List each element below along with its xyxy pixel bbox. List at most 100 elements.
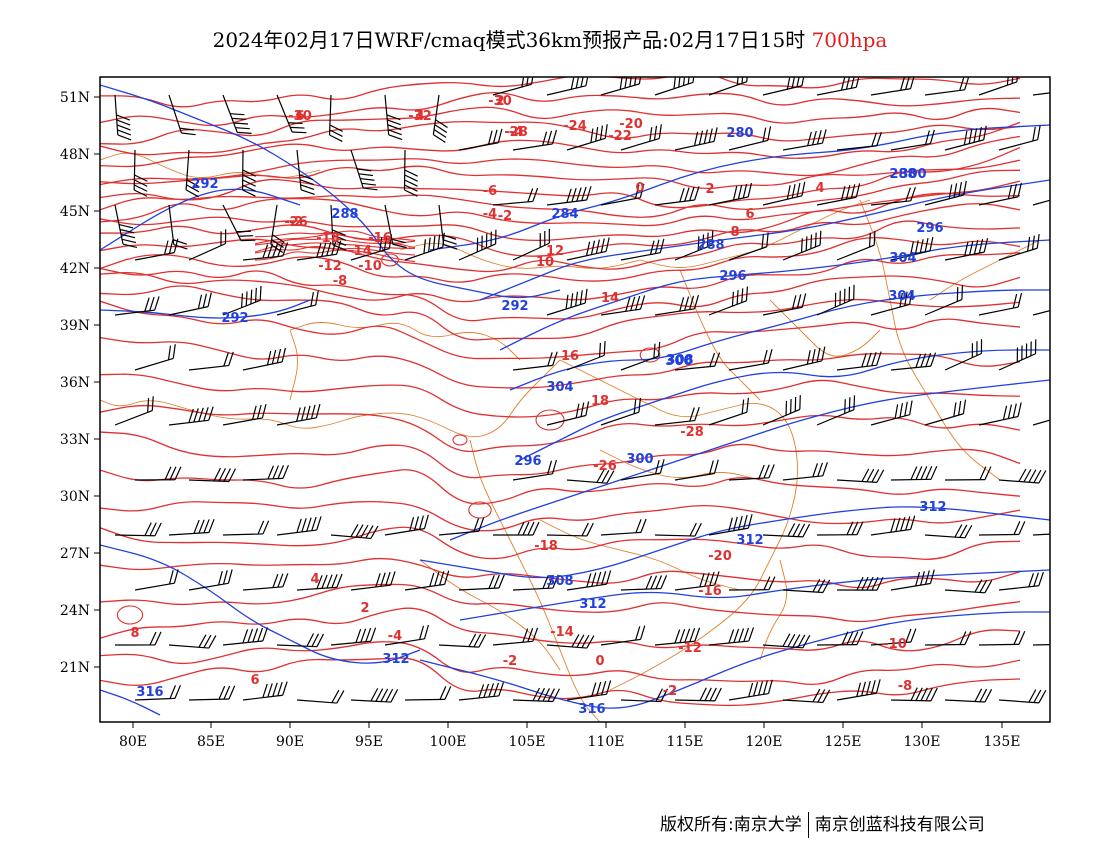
lon-tick-label: 120E [746,734,783,750]
temperature-label: -26 [284,215,308,230]
height-label: 280 [726,126,753,141]
temperature-label: -4 [483,207,497,222]
temperature-label: -18 [534,539,558,554]
height-label: 312 [382,652,409,667]
axis-labels: 80E 85E 90E 95E 100E 105E 110E 115E 120E 125E 130E… [60,90,1021,750]
height-label: 312 [919,500,946,515]
temperature-label: 4 [815,181,824,196]
wind-barbs [114,77,1050,704]
lon-tick-label: 85E [197,734,225,750]
height-label: 288 [697,238,724,253]
temperature-label: -20 [619,117,643,132]
temperature-contour-labels: -30 -32-30-26-28 -24-22-20-18 -16-14-12 -10-… [130,94,912,699]
temperature-label: -2 [498,209,512,224]
temperature-label: 10 [536,255,554,270]
temperature-label: 2 [705,182,714,197]
temperature-label: -8 [898,679,912,694]
temperature-label: -28 [504,125,528,140]
lat-tick-label: 27N [60,546,90,562]
temperature-label: -26 [593,459,617,474]
temperature-label: -10 [883,637,907,652]
temperature-label: -30 [288,109,312,124]
temperature-label: 2 [495,94,504,109]
temperature-label: 4 [310,572,319,587]
temperature-label: -24 [563,119,587,134]
height-label: 300 [899,167,926,182]
height-label: 296 [719,269,746,284]
height-label: 296 [514,454,541,469]
height-label: 316 [578,702,605,717]
lon-tick-label: 105E [509,734,546,750]
temperature-label: -2 [503,654,517,669]
height-label: 292 [191,177,218,192]
temperature-label: -8 [333,274,347,289]
height-label: 300 [626,452,653,467]
height-label: 288 [889,167,916,182]
lon-tick-label: 100E [430,734,467,750]
temperature-label: -12 [678,641,702,656]
temperature-label: -10 [358,259,382,274]
temperature-label: 0 [595,654,604,669]
temperature-label: -28 [680,425,704,440]
temperature-label: -20 [708,549,732,564]
height-label: 304 [888,289,915,304]
temperature-label: 4 [415,109,424,124]
chart-title: 2024年02月17日WRF/cmaq模式36km预报产品:02月17日15时 … [0,24,1100,53]
lat-tick-label: 51N [60,90,90,106]
temperature-label: -4 [509,125,523,140]
lat-tick-label: 21N [60,660,90,676]
temperature-label: -18 [316,231,340,246]
temperature-label: 2 [360,601,369,616]
lon-tick-label: 135E [984,734,1021,750]
geopotential-contours [100,84,1050,716]
height-label: 292 [501,299,528,314]
height-label: 304 [546,380,573,395]
height-label: 312 [579,597,606,612]
height-label: 308 [666,353,693,368]
lat-tick-label: 24N [60,603,90,619]
temperature-label: -22 [608,129,632,144]
lon-tick-label: 115E [667,734,704,750]
temperature-label: 16 [561,349,579,364]
copyright-left: 版权所有:南京大学 [660,815,802,835]
height-label: 296 [916,221,943,236]
lon-tick-label: 95E [355,734,383,750]
temperature-label: 18 [591,394,609,409]
temperature-label: -2 [289,215,303,230]
lon-tick-label: 80E [119,734,147,750]
temperature-label: -14 [550,625,574,640]
temperature-label: 0 [635,181,644,196]
lon-tick-label: 110E [588,734,625,750]
temperature-label: 6 [745,207,754,222]
lat-tick-label: 48N [60,147,90,163]
temperature-label: -6 [483,184,497,199]
height-label: 308 [546,574,573,589]
temperature-label: -16 [698,584,722,599]
lat-tick-label: 42N [60,261,90,277]
temperature-label: 6 [295,109,304,124]
lat-tick-label: 45N [60,204,90,220]
temperature-label: -14 [348,244,372,259]
footer-separator [807,812,809,838]
height-label: 304 [889,251,916,266]
lat-tick-label: 39N [60,318,90,334]
temperature-label: -32 [408,109,432,124]
height-label: 312 [736,533,763,548]
lon-tick-label: 125E [825,734,862,750]
temperature-contours [100,77,1021,707]
temperature-label: -16 [368,231,392,246]
copyright-footer: 版权所有:南京大学 南京创蓝科技有限公司 [660,810,985,838]
height-label: 316 [136,685,163,700]
temperature-label: 8 [730,225,739,240]
height-label: 284 [551,207,578,222]
map-plot-area: -30 -32-30-26-28 -24-22-20-18 -16-14-12 -10-… [100,77,1050,722]
copyright-right: 南京创蓝科技有限公司 [814,815,985,835]
temperature-label: 6 [250,673,259,688]
map-frame [99,76,1051,723]
temperature-label: 12 [546,244,564,259]
temperature-label: -30 [488,94,512,109]
lat-tick-label: 33N [60,432,90,448]
lon-tick-label: 130E [904,734,941,750]
